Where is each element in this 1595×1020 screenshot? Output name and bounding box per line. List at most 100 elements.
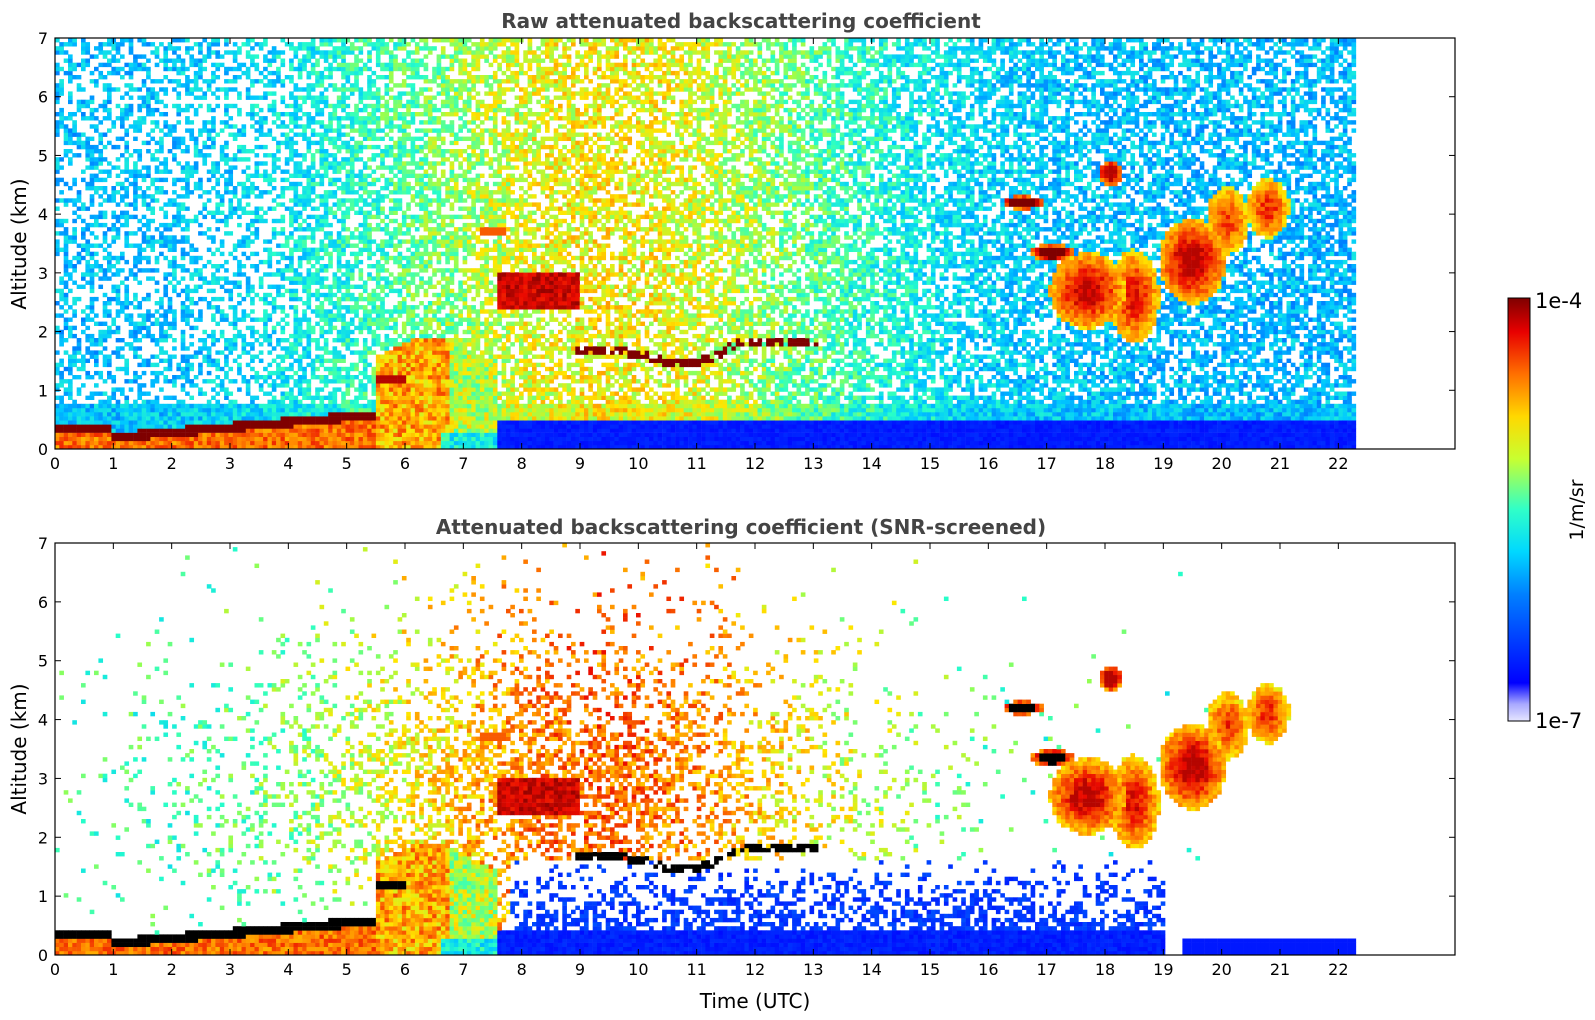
heatmap-cell [233, 338, 238, 342]
heatmap-cell [424, 412, 429, 416]
heatmap-cell [129, 38, 134, 42]
heatmap-cell [163, 338, 168, 342]
heatmap-cell [68, 91, 73, 95]
heatmap-cell [215, 322, 220, 326]
heatmap-cell [163, 215, 168, 219]
heatmap-cell [98, 215, 103, 219]
heatmap-cell [246, 256, 251, 260]
heatmap-cell [155, 416, 160, 420]
heatmap-cell [263, 428, 268, 432]
heatmap-cell [359, 305, 364, 309]
heatmap-cell [146, 174, 151, 178]
heatmap-cell [246, 178, 251, 182]
heatmap-cell [372, 276, 377, 280]
heatmap-cell [398, 383, 403, 387]
heatmap-cell [354, 202, 359, 206]
heatmap-cell [294, 272, 299, 276]
heatmap-cell [320, 346, 325, 350]
heatmap-cell [94, 161, 99, 165]
heatmap-cell [155, 318, 160, 322]
heatmap-cell [372, 46, 377, 50]
heatmap-cell [419, 202, 424, 206]
heatmap-cell [402, 297, 407, 301]
heatmap-cell [372, 441, 377, 445]
heatmap-cell [389, 128, 394, 132]
heatmap-cell [402, 420, 407, 424]
heatmap-cell [298, 297, 303, 301]
heatmap-cell [211, 174, 216, 178]
heatmap-cell [185, 412, 190, 416]
heatmap-cell [415, 96, 420, 100]
heatmap-cell [341, 165, 346, 169]
heatmap-cell [281, 383, 286, 387]
heatmap-cell [320, 355, 325, 359]
heatmap-cell [354, 227, 359, 231]
heatmap-cell [424, 198, 429, 202]
heatmap-cell [172, 153, 177, 157]
heatmap-cell [315, 108, 320, 112]
heatmap-cell [285, 170, 290, 174]
heatmap-cell [90, 392, 95, 396]
heatmap-cell [85, 207, 90, 211]
heatmap-cell [59, 441, 64, 445]
heatmap-cell [341, 379, 346, 383]
heatmap-cell [150, 400, 155, 404]
heatmap-cell [389, 342, 394, 346]
heatmap-cell [142, 424, 147, 428]
heatmap-cell [137, 268, 142, 272]
heatmap-cell [341, 38, 346, 42]
heatmap-cell [263, 54, 268, 58]
heatmap-cell [376, 91, 381, 95]
heatmap-cell [302, 54, 307, 58]
heatmap-cell [228, 293, 233, 297]
heatmap-cell [359, 428, 364, 432]
heatmap-cell [228, 441, 233, 445]
heatmap-cell [215, 392, 220, 396]
heatmap-cell [103, 215, 108, 219]
heatmap-cell [133, 433, 138, 437]
heatmap-cell [168, 322, 173, 326]
heatmap-cell [393, 219, 398, 223]
heatmap-cell [424, 367, 429, 371]
heatmap-cell [220, 128, 225, 132]
heatmap-cell [68, 38, 73, 42]
heatmap-cell [307, 91, 312, 95]
heatmap-cell [168, 379, 173, 383]
heatmap-cell [250, 375, 255, 379]
heatmap-cell [116, 297, 121, 301]
heatmap-cell [85, 433, 90, 437]
heatmap-cell [380, 264, 385, 268]
heatmap-cell [176, 412, 181, 416]
heatmap-cell [68, 404, 73, 408]
heatmap-cell [194, 186, 199, 190]
heatmap-cell [176, 375, 181, 379]
heatmap-cell [150, 244, 155, 248]
heatmap-cell [302, 367, 307, 371]
heatmap-cell [359, 318, 364, 322]
heatmap-cell [398, 141, 403, 145]
heatmap-cell [289, 63, 294, 67]
heatmap-cell [393, 165, 398, 169]
heatmap-cell [242, 264, 247, 268]
heatmap-cell [320, 108, 325, 112]
heatmap-cell [268, 437, 273, 441]
heatmap-cell [159, 190, 164, 194]
heatmap-cell [107, 326, 112, 330]
heatmap-cell [194, 433, 199, 437]
heatmap-cell [311, 363, 316, 367]
heatmap-cell [159, 371, 164, 375]
heatmap-cell [228, 202, 233, 206]
heatmap-cell [263, 96, 268, 100]
heatmap-cell [107, 227, 112, 231]
heatmap-cell [129, 404, 134, 408]
heatmap-cell [402, 363, 407, 367]
heatmap-cell [276, 305, 281, 309]
heatmap-cell [159, 87, 164, 91]
heatmap-cell [346, 178, 351, 182]
heatmap-cell [202, 420, 207, 424]
heatmap-cell [207, 79, 212, 83]
heatmap-cell [419, 149, 424, 153]
heatmap-cell [185, 404, 190, 408]
heatmap-cell [285, 404, 290, 408]
heatmap-cell [120, 108, 125, 112]
